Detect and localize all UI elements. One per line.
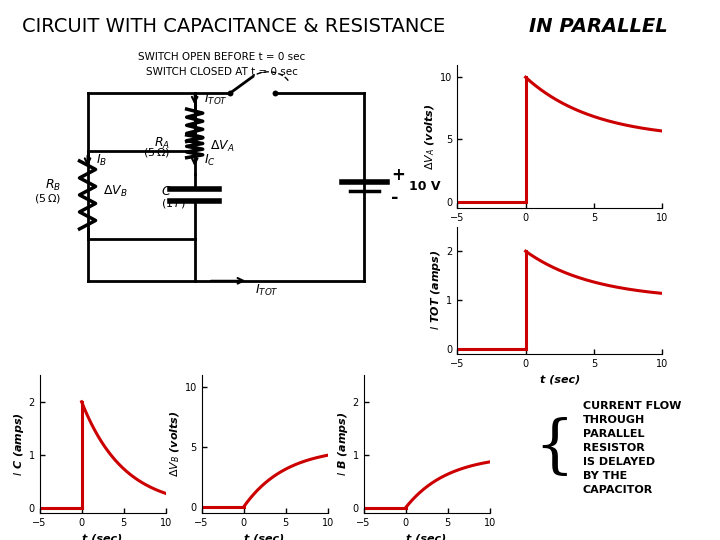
Text: -: - <box>391 189 399 207</box>
X-axis label: t (sec): t (sec) <box>540 228 580 238</box>
Text: $I_C$: $I_C$ <box>204 153 215 168</box>
Text: 10 V: 10 V <box>409 180 441 193</box>
Text: +: + <box>391 166 405 185</box>
X-axis label: t (sec): t (sec) <box>83 534 122 540</box>
Text: $(5\,\Omega)$: $(5\,\Omega)$ <box>143 146 170 159</box>
Text: $R_B$: $R_B$ <box>45 178 60 193</box>
Text: {: { <box>534 417 575 479</box>
Text: $C$: $C$ <box>161 185 172 198</box>
Text: $(1\,F)$: $(1\,F)$ <box>161 197 186 210</box>
Text: SWITCH CLOSED AT t = 0 sec: SWITCH CLOSED AT t = 0 sec <box>145 67 297 77</box>
Y-axis label: $I$ C (amps): $I$ C (amps) <box>12 412 26 476</box>
Y-axis label: $\Delta V_B$ (volts): $\Delta V_B$ (volts) <box>168 411 181 477</box>
Text: $\Delta V_A$: $\Delta V_A$ <box>210 139 235 154</box>
Text: $(5\,\Omega)$: $(5\,\Omega)$ <box>34 192 60 205</box>
Text: $I_{TOT}$: $I_{TOT}$ <box>204 92 228 107</box>
Text: CIRCUIT WITH CAPACITANCE & RESISTANCE: CIRCUIT WITH CAPACITANCE & RESISTANCE <box>22 17 451 37</box>
X-axis label: t (sec): t (sec) <box>245 534 284 540</box>
Text: $I_{TOT}$: $I_{TOT}$ <box>255 283 279 298</box>
Text: $\Delta V_B$: $\Delta V_B$ <box>103 184 127 199</box>
Text: CURRENT FLOW
THROUGH
PARALLEL
RESISTOR
IS DELAYED
BY THE
CAPACITOR: CURRENT FLOW THROUGH PARALLEL RESISTOR I… <box>583 401 681 495</box>
X-axis label: t (sec): t (sec) <box>540 374 580 384</box>
X-axis label: t (sec): t (sec) <box>407 534 446 540</box>
Text: $I_B$: $I_B$ <box>96 153 107 168</box>
Y-axis label: $I$ B (amps): $I$ B (amps) <box>336 412 350 476</box>
Y-axis label: $I$ TOT (amps): $I$ TOT (amps) <box>429 250 444 330</box>
Text: SWITCH OPEN BEFORE t = 0 sec: SWITCH OPEN BEFORE t = 0 sec <box>138 52 305 62</box>
Text: $R_A$: $R_A$ <box>154 136 170 151</box>
Y-axis label: $\Delta V_A$ (volts): $\Delta V_A$ (volts) <box>423 103 437 170</box>
Text: IN PARALLEL: IN PARALLEL <box>529 17 668 37</box>
